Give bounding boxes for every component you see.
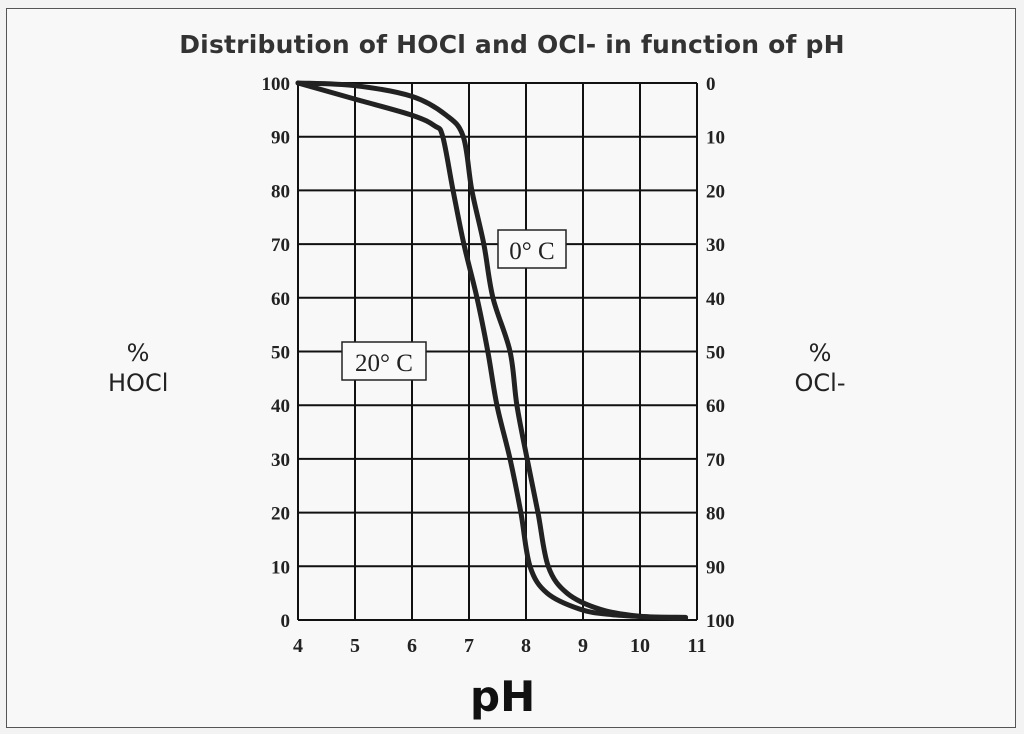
right-tick-label: 90	[706, 557, 725, 578]
left-axis-label: % HOCl	[108, 338, 168, 398]
x-tick-label: 5	[350, 635, 360, 657]
x-tick-label: 11	[688, 635, 707, 657]
left-tick-label: 70	[271, 235, 290, 256]
x-axis-label: pH	[470, 672, 536, 721]
right-axis-percent: %	[808, 339, 832, 367]
right-tick-label: 60	[706, 396, 725, 417]
right-tick-label: 20	[706, 181, 725, 202]
left-tick-label: 50	[271, 343, 290, 364]
right-tick-label: 0	[706, 74, 716, 95]
left-tick-label: 90	[271, 128, 290, 149]
x-tick-label: 10	[630, 635, 650, 657]
series-label: 20° C	[355, 350, 413, 377]
left-tick-label: 10	[271, 557, 290, 578]
left-tick-label: 40	[271, 396, 290, 417]
chart-title: Distribution of HOCl and OCl- in functio…	[179, 30, 845, 59]
series-label: 0° C	[509, 238, 554, 265]
right-tick-label: 80	[706, 504, 725, 525]
left-tick-label: 60	[271, 289, 290, 310]
left-tick-label: 20	[271, 504, 290, 525]
right-tick-label: 10	[706, 128, 725, 149]
right-axis-name: OCl-	[794, 369, 846, 397]
right-tick-label: 40	[706, 289, 725, 310]
right-tick-label: 70	[706, 450, 725, 471]
x-tick-label: 8	[521, 635, 531, 657]
left-tick-label: 80	[271, 181, 290, 202]
left-tick-label: 30	[271, 450, 290, 471]
left-axis-name: HOCl	[108, 369, 169, 397]
x-tick-label: 6	[407, 635, 417, 657]
left-tick-label: 100	[262, 74, 291, 95]
series-line-20c	[295, 80, 689, 621]
right-tick-label: 30	[706, 235, 725, 256]
series-line-0c	[295, 80, 689, 620]
right-tick-label: 100	[706, 611, 735, 632]
x-tick-label: 7	[464, 635, 474, 657]
series-label-box	[497, 229, 567, 269]
x-tick-label: 4	[293, 635, 303, 657]
right-axis-label: % OCl-	[790, 338, 850, 398]
left-tick-label: 0	[281, 611, 291, 632]
left-axis-percent: %	[126, 339, 150, 367]
right-tick-label: 50	[706, 343, 725, 364]
x-tick-label: 9	[578, 635, 588, 657]
series-label-box	[341, 341, 427, 381]
